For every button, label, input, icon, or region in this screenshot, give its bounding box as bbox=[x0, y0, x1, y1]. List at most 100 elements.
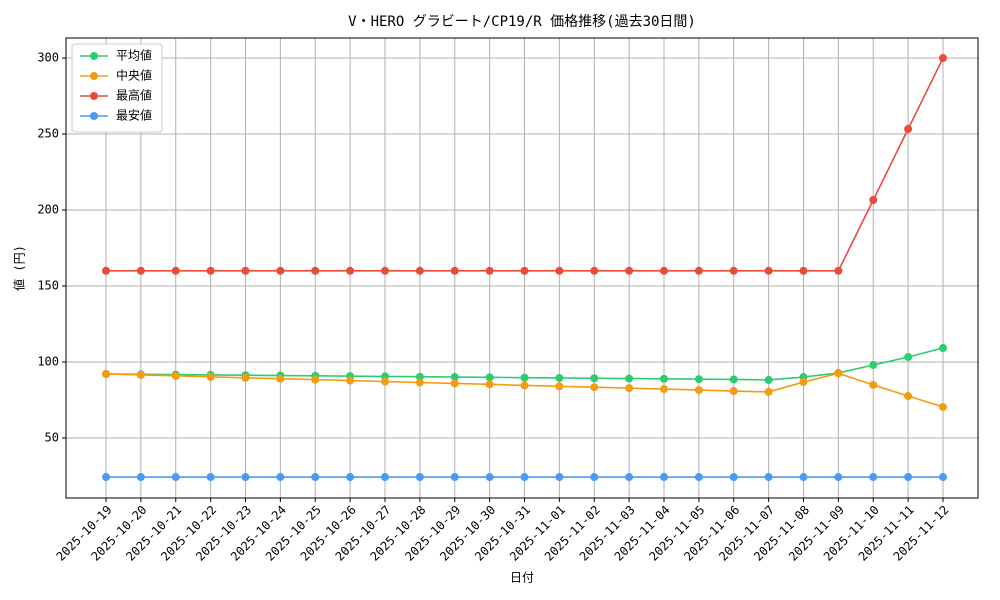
data-point bbox=[729, 387, 738, 396]
data-point bbox=[136, 370, 145, 379]
data-point bbox=[694, 473, 703, 482]
data-point bbox=[590, 374, 599, 383]
data-point bbox=[136, 473, 145, 482]
data-point bbox=[694, 375, 703, 384]
plot-frame bbox=[65, 37, 979, 499]
data-point bbox=[520, 373, 529, 382]
data-point bbox=[276, 374, 285, 383]
data-point bbox=[381, 473, 389, 482]
data-point bbox=[415, 473, 424, 482]
y-axis-label: 値 (円) bbox=[12, 245, 27, 291]
data-point bbox=[590, 383, 599, 392]
data-point bbox=[520, 473, 529, 482]
legend-label: 中央値 bbox=[116, 68, 152, 83]
data-point bbox=[381, 377, 389, 386]
data-point bbox=[869, 195, 878, 204]
y-tick-label: 100 bbox=[37, 354, 59, 368]
data-point bbox=[625, 473, 634, 482]
data-point bbox=[206, 372, 215, 381]
data-point bbox=[799, 378, 808, 387]
data-point bbox=[241, 266, 250, 275]
legend-label: 平均値 bbox=[116, 48, 152, 63]
y-tick-label: 150 bbox=[37, 279, 59, 293]
data-point bbox=[136, 266, 145, 275]
data-point bbox=[555, 473, 564, 482]
data-point bbox=[555, 373, 564, 382]
data-point bbox=[834, 266, 843, 275]
data-point bbox=[450, 473, 459, 482]
legend-label: 最安値 bbox=[116, 108, 152, 123]
data-point bbox=[171, 371, 180, 380]
y-tick-label: 250 bbox=[37, 127, 59, 141]
data-point bbox=[764, 266, 773, 275]
data-point bbox=[241, 373, 250, 382]
data-point bbox=[415, 378, 424, 387]
data-point bbox=[694, 386, 703, 395]
legend-marker bbox=[90, 112, 98, 120]
data-point bbox=[834, 473, 843, 482]
data-point bbox=[729, 375, 738, 384]
data-point bbox=[625, 374, 634, 383]
x-axis-label: 日付 bbox=[510, 571, 534, 585]
data-point bbox=[590, 266, 599, 275]
chart-title: V・HERO グラビート/CP19/R 価格推移(過去30日間) bbox=[348, 14, 696, 30]
data-point bbox=[555, 266, 564, 275]
data-point bbox=[764, 387, 773, 396]
data-point bbox=[834, 369, 843, 378]
data-point bbox=[869, 380, 878, 389]
data-point bbox=[904, 125, 913, 134]
data-point bbox=[939, 54, 947, 63]
data-point bbox=[346, 473, 355, 482]
data-point bbox=[102, 473, 110, 482]
data-point bbox=[171, 473, 180, 482]
data-point bbox=[904, 352, 913, 361]
data-point bbox=[381, 266, 389, 275]
data-point bbox=[311, 266, 320, 275]
data-point bbox=[799, 266, 808, 275]
data-point bbox=[660, 266, 668, 275]
data-point bbox=[171, 266, 180, 275]
data-point bbox=[660, 473, 668, 482]
data-point bbox=[102, 369, 110, 378]
data-point bbox=[625, 384, 634, 393]
data-point bbox=[904, 392, 913, 401]
data-point bbox=[799, 473, 808, 482]
y-tick-label: 50 bbox=[45, 430, 59, 444]
data-point bbox=[590, 473, 599, 482]
data-point bbox=[694, 266, 703, 275]
legend-label: 最高値 bbox=[116, 88, 152, 103]
data-point bbox=[764, 473, 773, 482]
data-point bbox=[660, 385, 668, 394]
data-point bbox=[520, 381, 529, 390]
data-point bbox=[206, 266, 215, 275]
data-point bbox=[555, 382, 564, 391]
y-tick-label: 200 bbox=[37, 203, 59, 217]
data-point bbox=[450, 373, 459, 382]
data-point bbox=[311, 473, 320, 482]
data-point bbox=[520, 266, 529, 275]
data-point bbox=[660, 374, 668, 383]
data-point bbox=[276, 473, 285, 482]
data-point bbox=[869, 473, 878, 482]
data-point bbox=[241, 473, 250, 482]
data-point bbox=[939, 344, 947, 353]
data-point bbox=[276, 266, 285, 275]
data-point bbox=[485, 380, 494, 389]
data-point bbox=[764, 375, 773, 384]
data-point bbox=[415, 266, 424, 275]
data-point bbox=[311, 375, 320, 384]
data-point bbox=[729, 473, 738, 482]
data-point bbox=[450, 379, 459, 388]
data-point bbox=[102, 266, 110, 275]
data-point bbox=[625, 266, 634, 275]
data-point bbox=[485, 373, 494, 382]
data-point bbox=[206, 473, 215, 482]
data-point bbox=[346, 376, 355, 385]
data-point bbox=[346, 266, 355, 275]
data-point bbox=[729, 266, 738, 275]
data-point bbox=[904, 473, 913, 482]
legend-box bbox=[71, 43, 163, 133]
